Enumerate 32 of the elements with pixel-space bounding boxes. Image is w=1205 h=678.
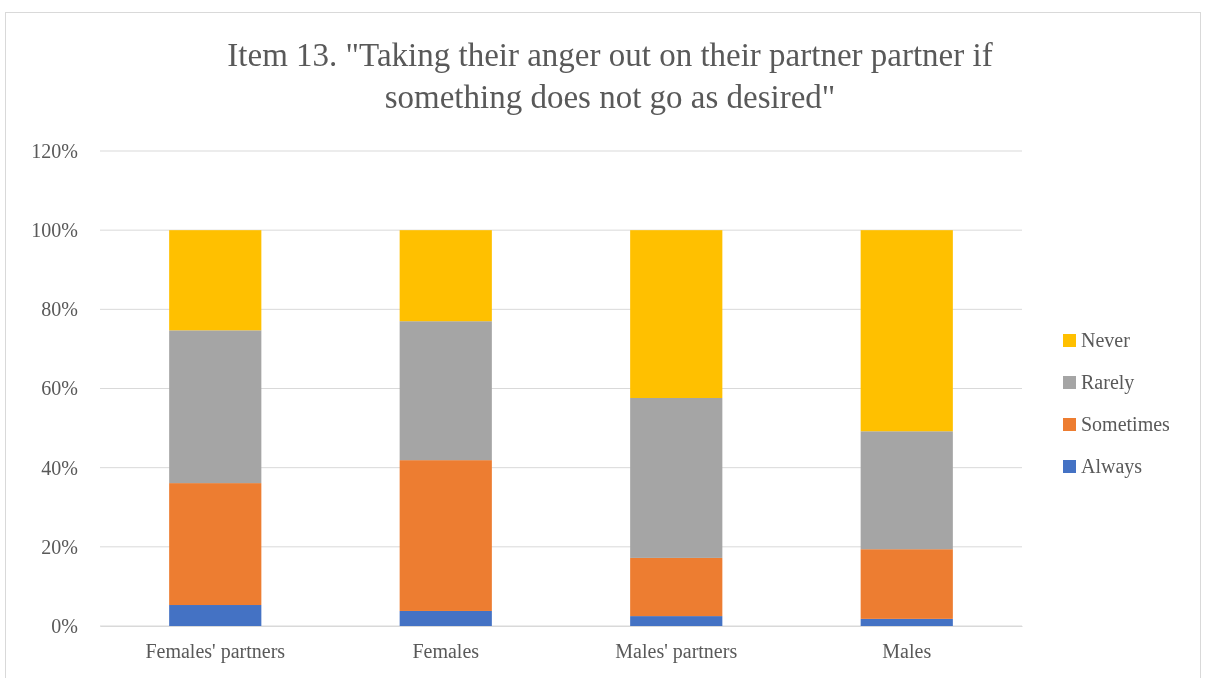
x-tick-label: Females xyxy=(412,640,480,663)
bar xyxy=(630,230,723,398)
legend-label: Sometimes xyxy=(1081,413,1171,435)
bar xyxy=(399,460,492,611)
y-tick-label: 120% xyxy=(31,139,78,162)
bar xyxy=(860,431,953,550)
y-tick-label: 60% xyxy=(41,377,78,400)
bar xyxy=(399,230,492,322)
chart-title: Item 13. "Taking their anger out on their partner partner if something does not go as desired" xyxy=(227,37,993,115)
y-tick-label: 0% xyxy=(51,614,78,637)
bar xyxy=(860,549,953,619)
y-tick-label: 20% xyxy=(41,535,78,558)
x-tick-label: Males' partners xyxy=(615,640,738,664)
bar xyxy=(630,398,723,558)
bar xyxy=(399,610,492,626)
bar xyxy=(630,557,723,617)
bar xyxy=(169,230,262,331)
bar xyxy=(169,483,262,606)
bar xyxy=(860,618,953,626)
legend-label: Rarely xyxy=(1081,371,1135,394)
x-tick-label: Males xyxy=(882,640,932,663)
y-tick-label: 80% xyxy=(41,298,78,321)
y-tick-label: 100% xyxy=(31,219,78,242)
bar xyxy=(860,230,953,432)
legend-label: Never xyxy=(1081,329,1131,351)
bar xyxy=(169,330,262,484)
y-tick-label: 40% xyxy=(41,456,78,479)
bar xyxy=(399,321,492,461)
legend-label: Always xyxy=(1081,455,1143,478)
x-tick-label: Females' partners xyxy=(145,640,286,664)
bar xyxy=(169,605,262,626)
bar xyxy=(630,616,723,626)
